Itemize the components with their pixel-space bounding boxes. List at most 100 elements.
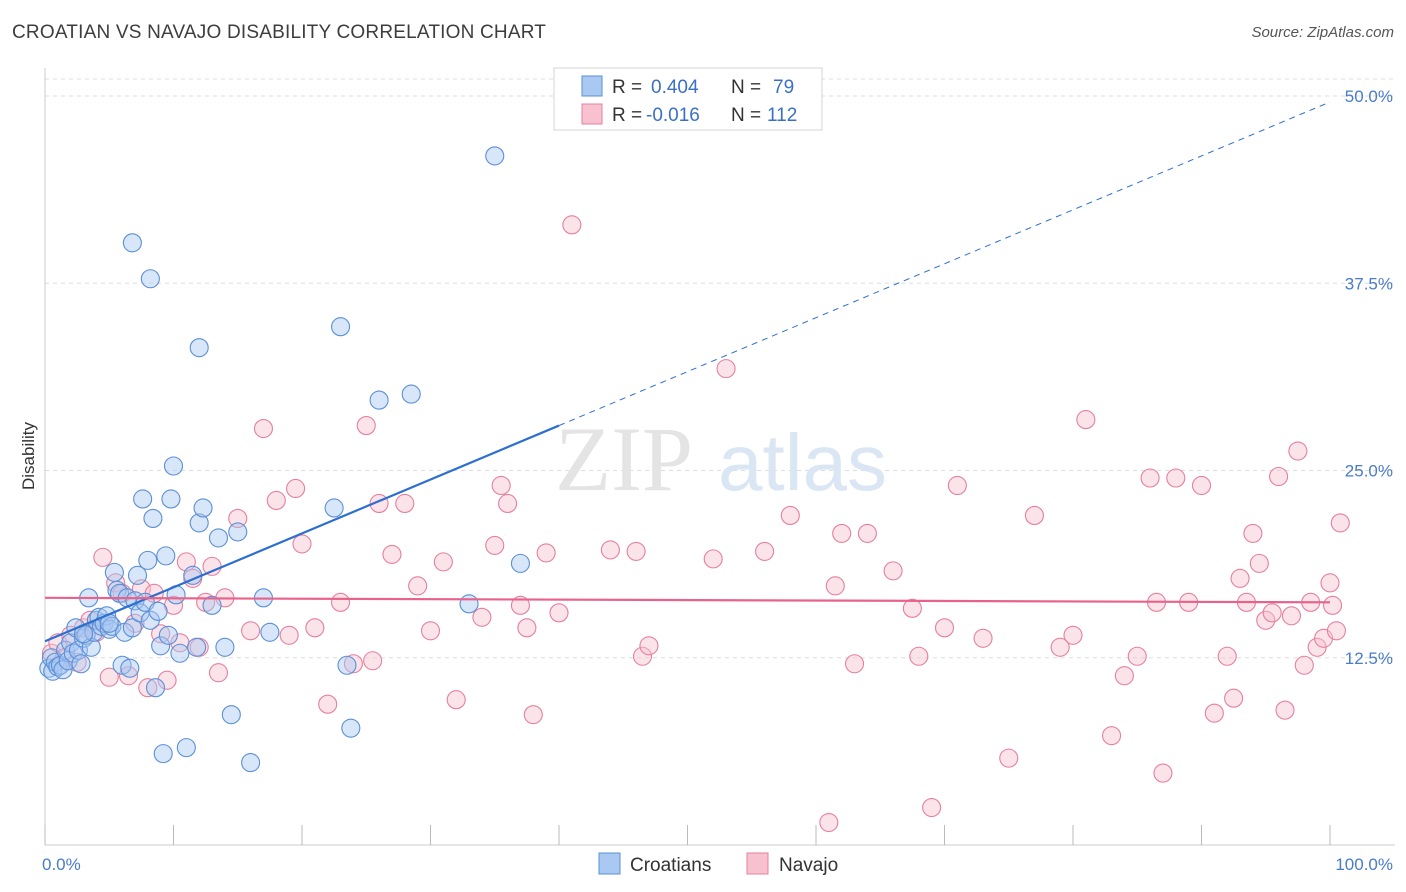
croatian-point [161,489,181,509]
croatian-point [122,618,142,638]
navajo-point [241,621,261,641]
navajo-point [1166,468,1186,488]
navajo-point [703,549,723,569]
navajo-point [947,475,967,496]
navajo-point [286,478,306,499]
navajo-point [755,541,775,561]
navajo-point [228,508,248,528]
navajo-point [1204,703,1224,723]
croatian-point [71,654,91,674]
navajo-point [510,595,531,615]
navajo-point [420,621,441,641]
croatian-point [127,565,148,585]
navajo-point [363,651,383,671]
croatians-r-label: R = [612,77,642,98]
y-tick-label: 12.5% [1345,649,1393,668]
chart-title: CROATIAN VS NAVAJO DISABILITY CORRELATIO… [12,22,547,43]
croatians-r-value: 0.404 [651,77,699,98]
navajo-point [819,812,839,833]
navajo-point [999,748,1019,768]
navajo-point [536,543,556,563]
croatian-point [193,498,213,518]
navajo-point [446,690,466,710]
croatian-point [341,718,361,738]
navajo-point [356,416,376,436]
y-tick-label: 25.0% [1345,462,1393,481]
navajo-point [1330,513,1350,533]
croatian-point [510,553,531,573]
navajo-point [1230,568,1250,588]
croatian-point [228,522,248,542]
source-label: Source: ZipAtlas.com [1251,24,1394,41]
navajo-point [138,678,158,698]
axes [44,68,1395,846]
y-tick-label: 37.5% [1345,274,1393,293]
x-tick-label-max: 100.0% [1335,855,1393,874]
croatian-point [145,678,166,698]
navajo-point [902,598,922,618]
navajo-series-swatch [746,852,769,875]
croatian-point [189,338,209,358]
navajo-r-label: R = [612,105,642,126]
navajo-point [973,628,993,648]
navajo-point [1102,726,1122,746]
croatian-point [104,562,124,582]
navajo-point [208,663,229,683]
stats-legend: R = 0.404 N = 79 R = -0.016 N = 112 [553,67,823,131]
navajo-point [1249,553,1269,573]
navajo-point [330,592,351,612]
croatian-point [156,546,176,566]
navajo-trend-line [44,596,1331,604]
tick-labels: 12.5% 25.0% 37.5% 50.0% 0.0% 100.0% [42,87,1393,874]
croatian-point [148,601,168,621]
croatian-point [215,637,235,657]
navajo-point [517,618,537,638]
navajo-point [279,625,299,645]
navajo-point [780,505,800,525]
navajo-point [253,419,274,439]
croatian-point [187,637,207,657]
navajo-point [1262,603,1282,623]
navajo-point [1224,688,1244,708]
navajo-point [1114,666,1134,686]
navajo-point [549,603,569,623]
croatian-point [120,658,140,678]
navajo-point [1024,505,1044,525]
navajo-point [639,636,659,656]
croatians-legend-swatch [581,75,603,97]
croatian-point [99,619,119,639]
navajo-point [1050,637,1070,657]
croatian-point [189,513,209,533]
navajo-point [343,654,363,674]
croatian-point [241,753,261,773]
navajo-point [1323,595,1343,615]
navajo-point [1217,646,1237,666]
navajo-point [1127,646,1147,666]
croatian-point [485,146,505,166]
navajo-point [1294,655,1314,675]
croatian-point [63,643,83,663]
croatian-point [170,643,190,663]
navajo-point [562,215,582,235]
navajo-point [118,666,139,686]
navajo-point [305,618,325,638]
croatian-point [163,456,184,476]
navajo-point [857,523,877,543]
navajo-point [485,535,505,555]
navajo-series-name: Navajo [779,855,838,876]
croatians-trend-line [44,424,560,643]
croatian-point [208,528,229,548]
navajo-point [1281,606,1301,626]
croatians-series-swatch [598,852,621,875]
croatian-point [153,744,173,764]
navajo-point [408,576,428,596]
y-tick-label: 50.0% [1345,87,1393,106]
navajo-point [395,493,415,514]
navajo-point [498,493,518,514]
croatian-point [53,660,73,680]
croatian-point [401,384,421,404]
croatian-point [133,489,153,509]
navajo-point [1140,468,1160,488]
croatian-point [337,655,357,675]
watermark-atlas: atlas [718,418,887,507]
